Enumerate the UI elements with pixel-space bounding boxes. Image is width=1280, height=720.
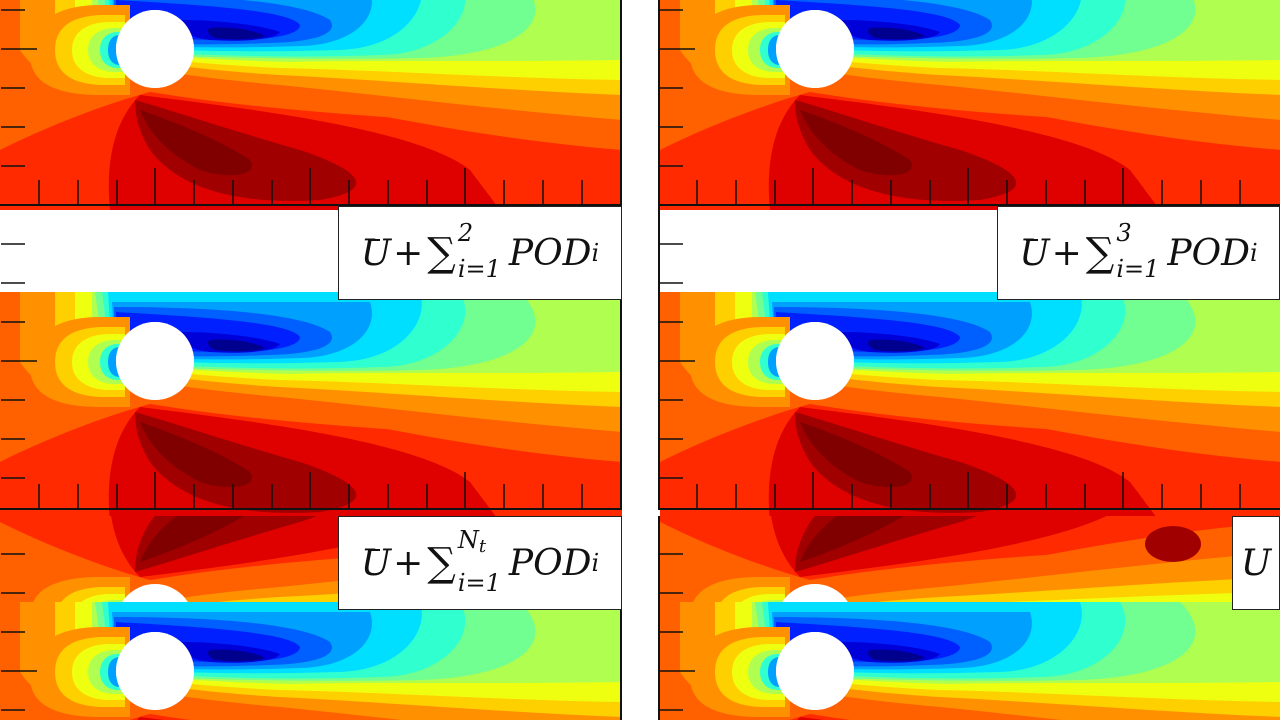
contour-field [0,0,622,210]
reference-field-label: U [1232,516,1280,610]
cylinder-obstacle [116,10,194,88]
cylinder-obstacle [776,10,854,88]
cylinder-obstacle [116,632,194,710]
reconstruction-label-all-modes: U + ∑ Nt i=1 POD i [338,516,622,610]
cylinder-obstacle [776,322,854,400]
flow-panel-right-middle: U + ∑ 3 i=1 POD i [658,206,1280,516]
cylinder-obstacle [116,322,194,400]
flow-panel-left-bottom: U + ∑ Nt i=1 POD i [0,516,622,720]
flow-panel-right-bottom: U [658,516,1280,720]
secondary-vortex [1145,526,1201,562]
left-column: U + ∑ 2 i=1 POD i U + ∑ Nt i=1 POD i [0,0,622,720]
flow-panel-left-middle: U + ∑ 2 i=1 POD i [0,206,622,516]
flow-panel-right-top [658,0,1280,210]
reconstruction-label-2-modes: U + ∑ 2 i=1 POD i [338,206,622,300]
reconstruction-label-3-modes: U + ∑ 3 i=1 POD i [997,206,1280,300]
right-column: U + ∑ 3 i=1 POD i U [658,0,1280,720]
flow-panel-left-top [0,0,622,210]
cylinder-obstacle [776,632,854,710]
